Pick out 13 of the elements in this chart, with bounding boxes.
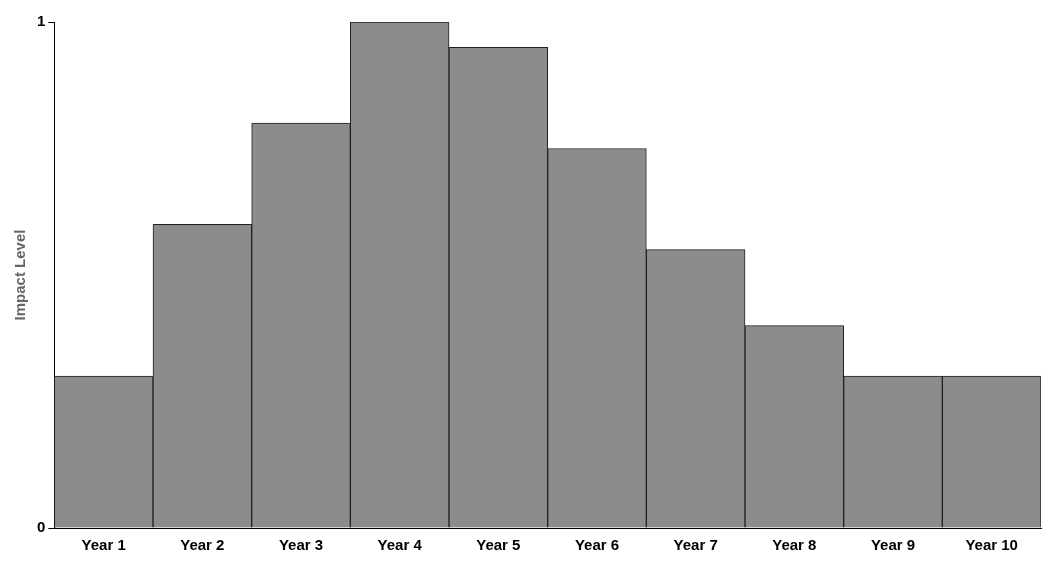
y-axis-title: Impact Level bbox=[11, 229, 29, 321]
x-tick-label: Year 1 bbox=[81, 536, 126, 554]
x-tick-label: Year 9 bbox=[870, 536, 916, 554]
x-tick-label: Year 10 bbox=[965, 536, 1018, 554]
y-tick-label: 1 bbox=[37, 12, 46, 30]
x-tick-label: Year 7 bbox=[673, 536, 718, 554]
y-tick-label: 0 bbox=[37, 518, 46, 536]
x-tick-label: Year 3 bbox=[278, 536, 324, 554]
x-tick-label: Year 5 bbox=[476, 536, 521, 554]
x-tick-label: Year 6 bbox=[574, 536, 620, 554]
x-tick-label: Year 4 bbox=[377, 536, 423, 554]
x-tick-label: Year 2 bbox=[180, 536, 225, 554]
x-tick-label: Year 8 bbox=[772, 536, 817, 554]
